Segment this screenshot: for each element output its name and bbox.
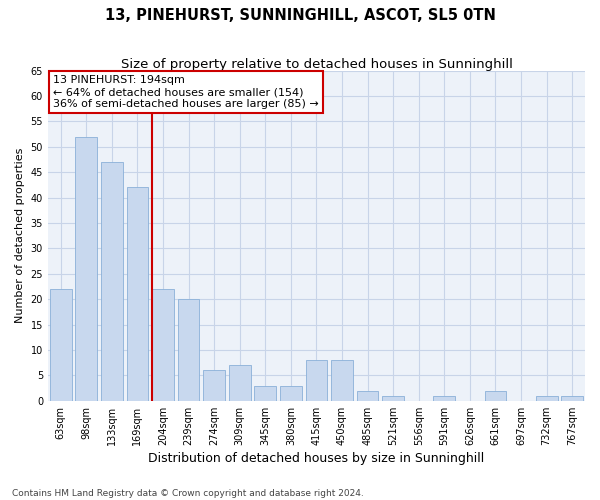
Bar <box>50 289 71 401</box>
Bar <box>76 136 97 401</box>
Bar <box>254 386 276 401</box>
Title: Size of property relative to detached houses in Sunninghill: Size of property relative to detached ho… <box>121 58 512 70</box>
Bar <box>229 365 251 401</box>
Bar <box>152 289 174 401</box>
X-axis label: Distribution of detached houses by size in Sunninghill: Distribution of detached houses by size … <box>148 452 485 465</box>
Text: 13, PINEHURST, SUNNINGHILL, ASCOT, SL5 0TN: 13, PINEHURST, SUNNINGHILL, ASCOT, SL5 0… <box>104 8 496 22</box>
Bar <box>331 360 353 401</box>
Bar <box>357 390 379 401</box>
Bar <box>485 390 506 401</box>
Bar <box>101 162 123 401</box>
Bar <box>178 299 199 401</box>
Bar <box>382 396 404 401</box>
Text: 13 PINEHURST: 194sqm
← 64% of detached houses are smaller (154)
36% of semi-deta: 13 PINEHURST: 194sqm ← 64% of detached h… <box>53 76 319 108</box>
Bar <box>127 188 148 401</box>
Bar <box>433 396 455 401</box>
Bar <box>562 396 583 401</box>
Bar <box>203 370 225 401</box>
Bar <box>536 396 557 401</box>
Bar <box>280 386 302 401</box>
Y-axis label: Number of detached properties: Number of detached properties <box>15 148 25 324</box>
Bar <box>305 360 328 401</box>
Text: Contains HM Land Registry data © Crown copyright and database right 2024.: Contains HM Land Registry data © Crown c… <box>12 488 364 498</box>
